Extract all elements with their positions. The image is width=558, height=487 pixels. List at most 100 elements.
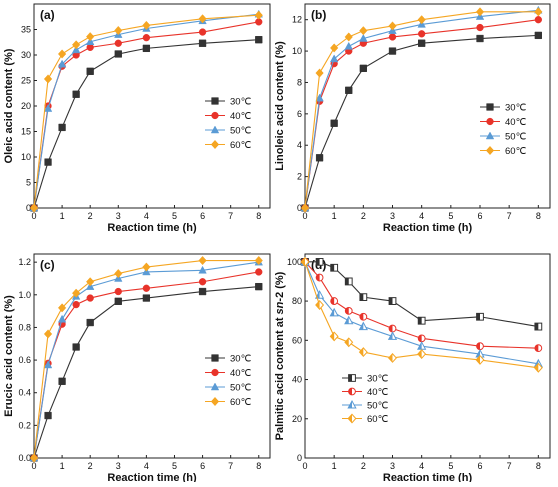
x-tick-label: 2 <box>361 211 366 221</box>
x-axis-title: Reaction time (h) <box>107 472 197 482</box>
legend-marker <box>486 103 494 111</box>
series-line <box>304 19 539 209</box>
series-0 <box>30 282 263 462</box>
x-tick-label: 8 <box>536 211 541 221</box>
data-point <box>254 10 263 20</box>
data-point <box>43 360 53 369</box>
data-point <box>86 67 94 75</box>
data-point <box>114 297 122 305</box>
data-point <box>72 288 81 298</box>
x-tick-label: 4 <box>144 211 149 221</box>
plot-frame <box>304 3 551 209</box>
legend-entry: 60℃ <box>505 146 527 157</box>
data-point <box>198 265 207 274</box>
legend: 30℃ 40℃ 50℃ 60℃ <box>480 103 527 157</box>
data-point-fill <box>476 342 480 350</box>
x-tick-label: 2 <box>88 211 93 221</box>
series-3 <box>29 10 263 213</box>
x-tick-label: 1 <box>332 211 337 221</box>
data-point <box>476 23 484 32</box>
data-point-fill <box>359 313 364 321</box>
data-point <box>198 14 207 24</box>
x-tick-label: 2 <box>88 461 93 471</box>
data-point <box>142 20 151 30</box>
x-tick-label: 5 <box>448 461 453 471</box>
legend-entry: 50℃ <box>230 126 252 137</box>
data-point <box>255 282 263 291</box>
data-point-fill <box>418 317 422 325</box>
data-point <box>72 300 80 309</box>
data-point <box>254 255 263 266</box>
data-point <box>476 34 484 43</box>
legend-entry: 30℃ <box>505 103 527 114</box>
x-tick-label: 4 <box>419 461 424 471</box>
x-tick-label: 1 <box>60 211 65 221</box>
data-point-fill <box>388 332 393 340</box>
data-point-fill <box>388 353 393 363</box>
plot-frame <box>304 253 551 459</box>
plot-frame <box>33 253 271 459</box>
y-tick-label: 20 <box>292 414 302 424</box>
legend-marker <box>211 111 219 120</box>
data-point <box>359 26 368 36</box>
x-tick-label: 4 <box>144 461 149 471</box>
data-point-fill <box>315 291 320 299</box>
data-point <box>388 21 397 31</box>
data-point <box>44 411 52 420</box>
data-point <box>86 318 94 327</box>
y-tick-label: 6 <box>297 109 302 119</box>
data-point <box>198 39 207 47</box>
x-axis-title: Reaction time (h) <box>107 222 197 234</box>
x-tick-label: 7 <box>507 211 512 221</box>
data-point-fill <box>417 349 422 359</box>
x-tick-label: 0 <box>31 211 36 221</box>
data-point-fill <box>344 316 349 324</box>
data-point <box>72 343 80 351</box>
data-point <box>57 314 67 323</box>
data-point <box>142 294 151 302</box>
legend-entry: 40℃ <box>230 111 252 122</box>
y-tick-label: 0 <box>297 203 302 213</box>
data-point <box>330 119 338 127</box>
x-tick-label: 1 <box>332 461 337 471</box>
data-point-fill <box>316 258 320 266</box>
data-point <box>86 294 94 302</box>
data-point <box>417 15 426 25</box>
data-point-fill <box>476 350 481 358</box>
data-point <box>142 284 151 292</box>
data-point <box>344 32 353 42</box>
y-tick-label: 60 <box>292 335 302 345</box>
data-point <box>534 7 543 17</box>
data-point <box>359 64 367 72</box>
legend-marker <box>211 354 219 362</box>
series-0 <box>301 31 542 212</box>
data-point <box>300 203 310 213</box>
data-point-fill <box>476 355 481 365</box>
x-tick-label: 6 <box>200 211 205 221</box>
data-point <box>388 33 397 41</box>
y-tick-label: 35 <box>21 25 31 35</box>
data-point <box>57 303 67 313</box>
data-point-fill <box>418 334 422 342</box>
data-point <box>315 68 324 78</box>
data-point <box>534 31 542 40</box>
legend-entry: 30℃ <box>367 374 389 385</box>
legend-entry: 30℃ <box>230 97 252 108</box>
series-2 <box>300 256 543 368</box>
y-tick-label: 10 <box>292 46 302 56</box>
data-point-fill <box>345 278 349 285</box>
x-tick-label: 6 <box>477 211 482 221</box>
legend-entry: 50℃ <box>230 383 252 394</box>
legend-entry: 40℃ <box>230 368 252 379</box>
y-axis-title: Erucic acid content (%) <box>3 295 15 417</box>
data-point <box>255 268 263 276</box>
y-tick-label: 0.2 <box>18 420 31 430</box>
y-tick-label: 100 <box>287 257 302 267</box>
series-0 <box>301 257 543 331</box>
x-tick-label: 2 <box>361 461 366 471</box>
series-3 <box>300 7 543 213</box>
y-tick-label: 0.4 <box>18 388 31 398</box>
panel-c: 0 1 2 3 4 5 6 7 8 0.0 0.2 0.4 0.6 0.8 1.0 1.2 Reaction t… <box>3 253 271 484</box>
